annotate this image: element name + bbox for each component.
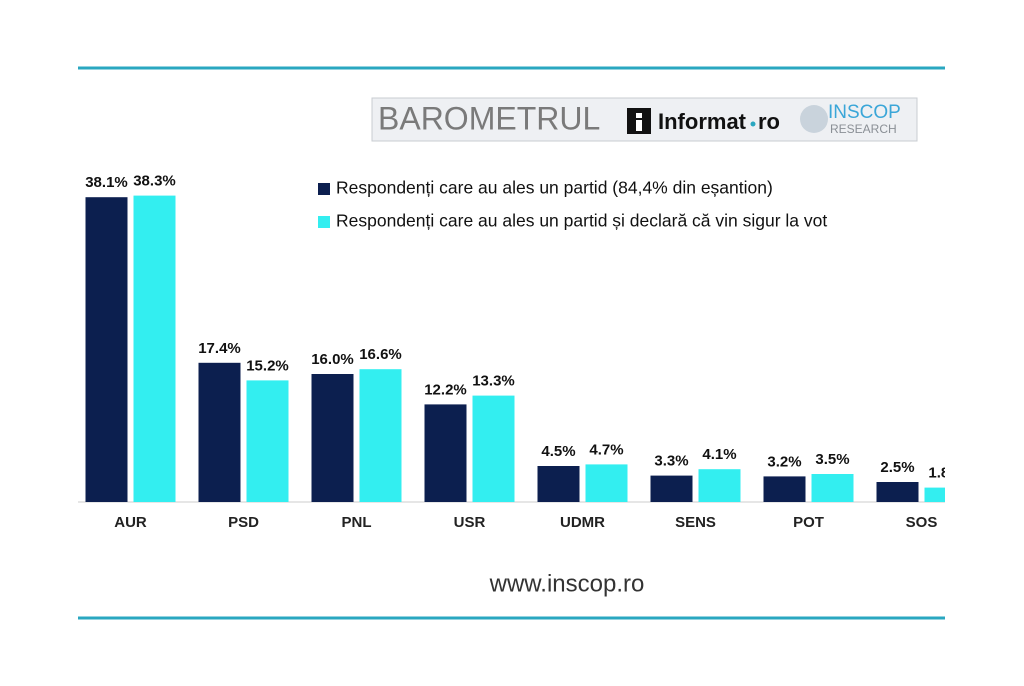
- bar: [198, 362, 241, 502]
- bar: [763, 476, 806, 502]
- bar: [876, 482, 919, 502]
- partner: INSCOP: [828, 102, 901, 123]
- bar: [924, 487, 945, 502]
- banner-title: BAROMETRUL: [378, 100, 600, 136]
- value-label: 3.2%: [767, 453, 801, 470]
- value-label: 13.3%: [472, 373, 515, 390]
- value-label: 3.5%: [815, 451, 849, 468]
- brand-dot: [750, 121, 756, 127]
- partner-icon: [800, 105, 828, 133]
- bar: [472, 395, 515, 502]
- value-label: 4.7%: [589, 441, 623, 458]
- bar: [424, 404, 467, 502]
- x-tick-label: PSD: [228, 514, 259, 531]
- x-tick-label: USR: [454, 514, 486, 531]
- partner-sub: RESEARCH: [830, 122, 897, 136]
- x-tick-label: AUR: [114, 514, 147, 531]
- brand-suffix: ro: [758, 109, 780, 134]
- x-tick-label: SOS: [906, 514, 938, 531]
- bar: [133, 195, 176, 502]
- value-label: 4.1%: [702, 446, 736, 463]
- x-tick-label: PNL: [342, 514, 372, 531]
- legend-label: Respondenți care au ales un partid (84,4…: [336, 178, 773, 198]
- value-label: 4.5%: [541, 443, 575, 460]
- x-tick-label: POT: [793, 514, 824, 531]
- value-label: 12.2%: [424, 381, 467, 398]
- legend-swatch: [318, 183, 330, 195]
- value-label: 16.0%: [311, 351, 354, 368]
- value-label: 2.5%: [880, 459, 914, 476]
- bar: [585, 464, 628, 502]
- value-label: 38.3%: [133, 173, 176, 190]
- legend-swatch: [318, 216, 330, 228]
- bar: [85, 197, 128, 502]
- bar: [650, 475, 693, 502]
- brand: Informat: [658, 109, 747, 134]
- plot: AUR 38.1% 38.3% PSD 17.4% 15.2% PNL 16.0% 16.6% U…: [85, 173, 962, 531]
- legend-label: Respondenți care au ales un partid și de…: [336, 211, 827, 231]
- x-tick-label: SENS: [675, 514, 716, 531]
- bar: [359, 369, 402, 502]
- bar: [811, 474, 854, 502]
- bar: [246, 380, 289, 502]
- value-label: 1.8%: [928, 465, 962, 482]
- value-label: 17.4%: [198, 340, 241, 357]
- bar: [537, 466, 580, 502]
- bar: [311, 374, 354, 502]
- value-label: 38.1%: [85, 174, 128, 191]
- value-label: 3.3%: [654, 453, 688, 470]
- logo-banner: BAROMETRUL Informat ro INSCOP RESEARCH: [371, 97, 918, 142]
- brand-icon-stem: [636, 120, 642, 131]
- value-label: 16.6%: [359, 346, 402, 363]
- bar: [698, 469, 741, 502]
- brand-icon-dot: [636, 113, 642, 118]
- x-tick-label: UDMR: [560, 514, 605, 531]
- value-label: 15.2%: [246, 357, 289, 374]
- source-url: www.inscop.ro: [489, 570, 645, 597]
